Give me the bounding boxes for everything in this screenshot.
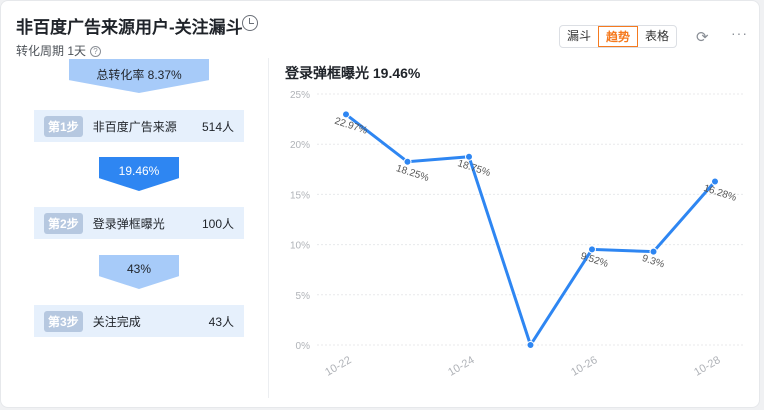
- step-badge: 第3步: [44, 310, 83, 332]
- data-point: [526, 341, 535, 349]
- more-icon[interactable]: ···: [731, 25, 748, 41]
- y-tick-label: 20%: [290, 140, 310, 151]
- divider: [268, 58, 269, 398]
- step-name: 关注完成: [92, 314, 141, 329]
- data-point: [711, 177, 719, 186]
- step-count: 43人: [208, 314, 234, 329]
- conversion-period: 转化周期 1天?: [16, 42, 102, 59]
- data-label: 16.28%: [702, 183, 738, 204]
- tab-trend[interactable]: 趋势: [598, 26, 639, 47]
- x-tick-label: 10-26: [569, 354, 599, 378]
- view-switch: 漏斗 趋势 表格: [559, 25, 678, 48]
- data-label: 9.52%: [579, 251, 609, 270]
- step-1[interactable]: 第1步 非百度广告来源 514人: [34, 110, 244, 142]
- y-tick-label: 5%: [296, 291, 311, 302]
- step-2[interactable]: 第2步 登录弹框曝光 100人: [34, 207, 244, 239]
- data-point: [588, 245, 596, 254]
- data-point: [465, 152, 473, 161]
- tab-table[interactable]: 表格: [645, 29, 670, 43]
- refresh-icon[interactable]: ⟳: [696, 29, 709, 46]
- y-tick-label: 0%: [296, 341, 311, 352]
- x-tick-label: 10-24: [446, 354, 476, 378]
- data-point: [649, 247, 658, 256]
- clock-icon[interactable]: [242, 15, 258, 31]
- help-icon[interactable]: ?: [90, 46, 102, 58]
- y-tick-label: 25%: [290, 90, 310, 101]
- step-count: 514人: [201, 119, 234, 134]
- series-line: [345, 113, 717, 349]
- data-point: [403, 157, 412, 166]
- data-label: 9.3%: [641, 253, 666, 271]
- period-text: 转化周期 1天: [16, 44, 87, 58]
- y-tick-label: 10%: [290, 241, 310, 252]
- step-name: 非百度广告来源: [92, 119, 177, 134]
- data-point: [342, 110, 350, 119]
- step-badge: 第2步: [44, 212, 83, 234]
- step-count: 100人: [201, 216, 234, 231]
- step-name: 登录弹框曝光: [92, 216, 165, 231]
- y-tick-label: 15%: [290, 190, 310, 201]
- x-tick-label: 10-28: [692, 354, 722, 378]
- chart-title: 登录弹框曝光 19.46%: [285, 65, 421, 81]
- step-badge: 第1步: [44, 115, 83, 137]
- card-title: 非百度广告来源用户-关注漏斗: [16, 18, 243, 37]
- step-3[interactable]: 第3步 关注完成 43人: [34, 305, 244, 337]
- x-tick-label: 10-22: [323, 354, 353, 378]
- tab-funnel[interactable]: 漏斗: [567, 29, 592, 43]
- data-label: 18.25%: [395, 163, 431, 184]
